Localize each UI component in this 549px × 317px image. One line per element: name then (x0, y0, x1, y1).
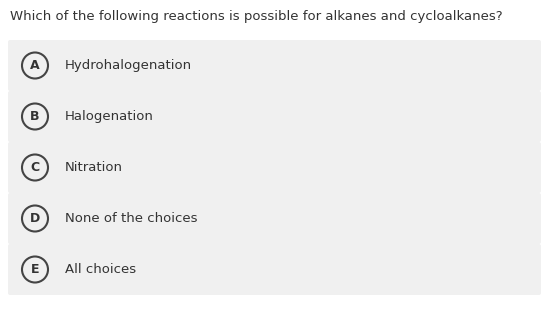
Ellipse shape (22, 154, 48, 180)
Text: E: E (31, 263, 39, 276)
Text: All choices: All choices (65, 263, 136, 276)
Ellipse shape (22, 256, 48, 282)
FancyBboxPatch shape (8, 244, 541, 295)
Text: C: C (30, 161, 40, 174)
Text: B: B (30, 110, 40, 123)
Ellipse shape (22, 205, 48, 231)
Ellipse shape (22, 103, 48, 130)
Text: Nitration: Nitration (65, 161, 123, 174)
Text: Which of the following reactions is possible for alkanes and cycloalkanes?: Which of the following reactions is poss… (10, 10, 503, 23)
Ellipse shape (22, 53, 48, 79)
FancyBboxPatch shape (8, 193, 541, 244)
Text: Hydrohalogenation: Hydrohalogenation (65, 59, 192, 72)
FancyBboxPatch shape (8, 142, 541, 193)
FancyBboxPatch shape (8, 91, 541, 142)
Text: A: A (30, 59, 40, 72)
FancyBboxPatch shape (8, 40, 541, 91)
Text: None of the choices: None of the choices (65, 212, 198, 225)
Text: Halogenation: Halogenation (65, 110, 154, 123)
Text: D: D (30, 212, 40, 225)
